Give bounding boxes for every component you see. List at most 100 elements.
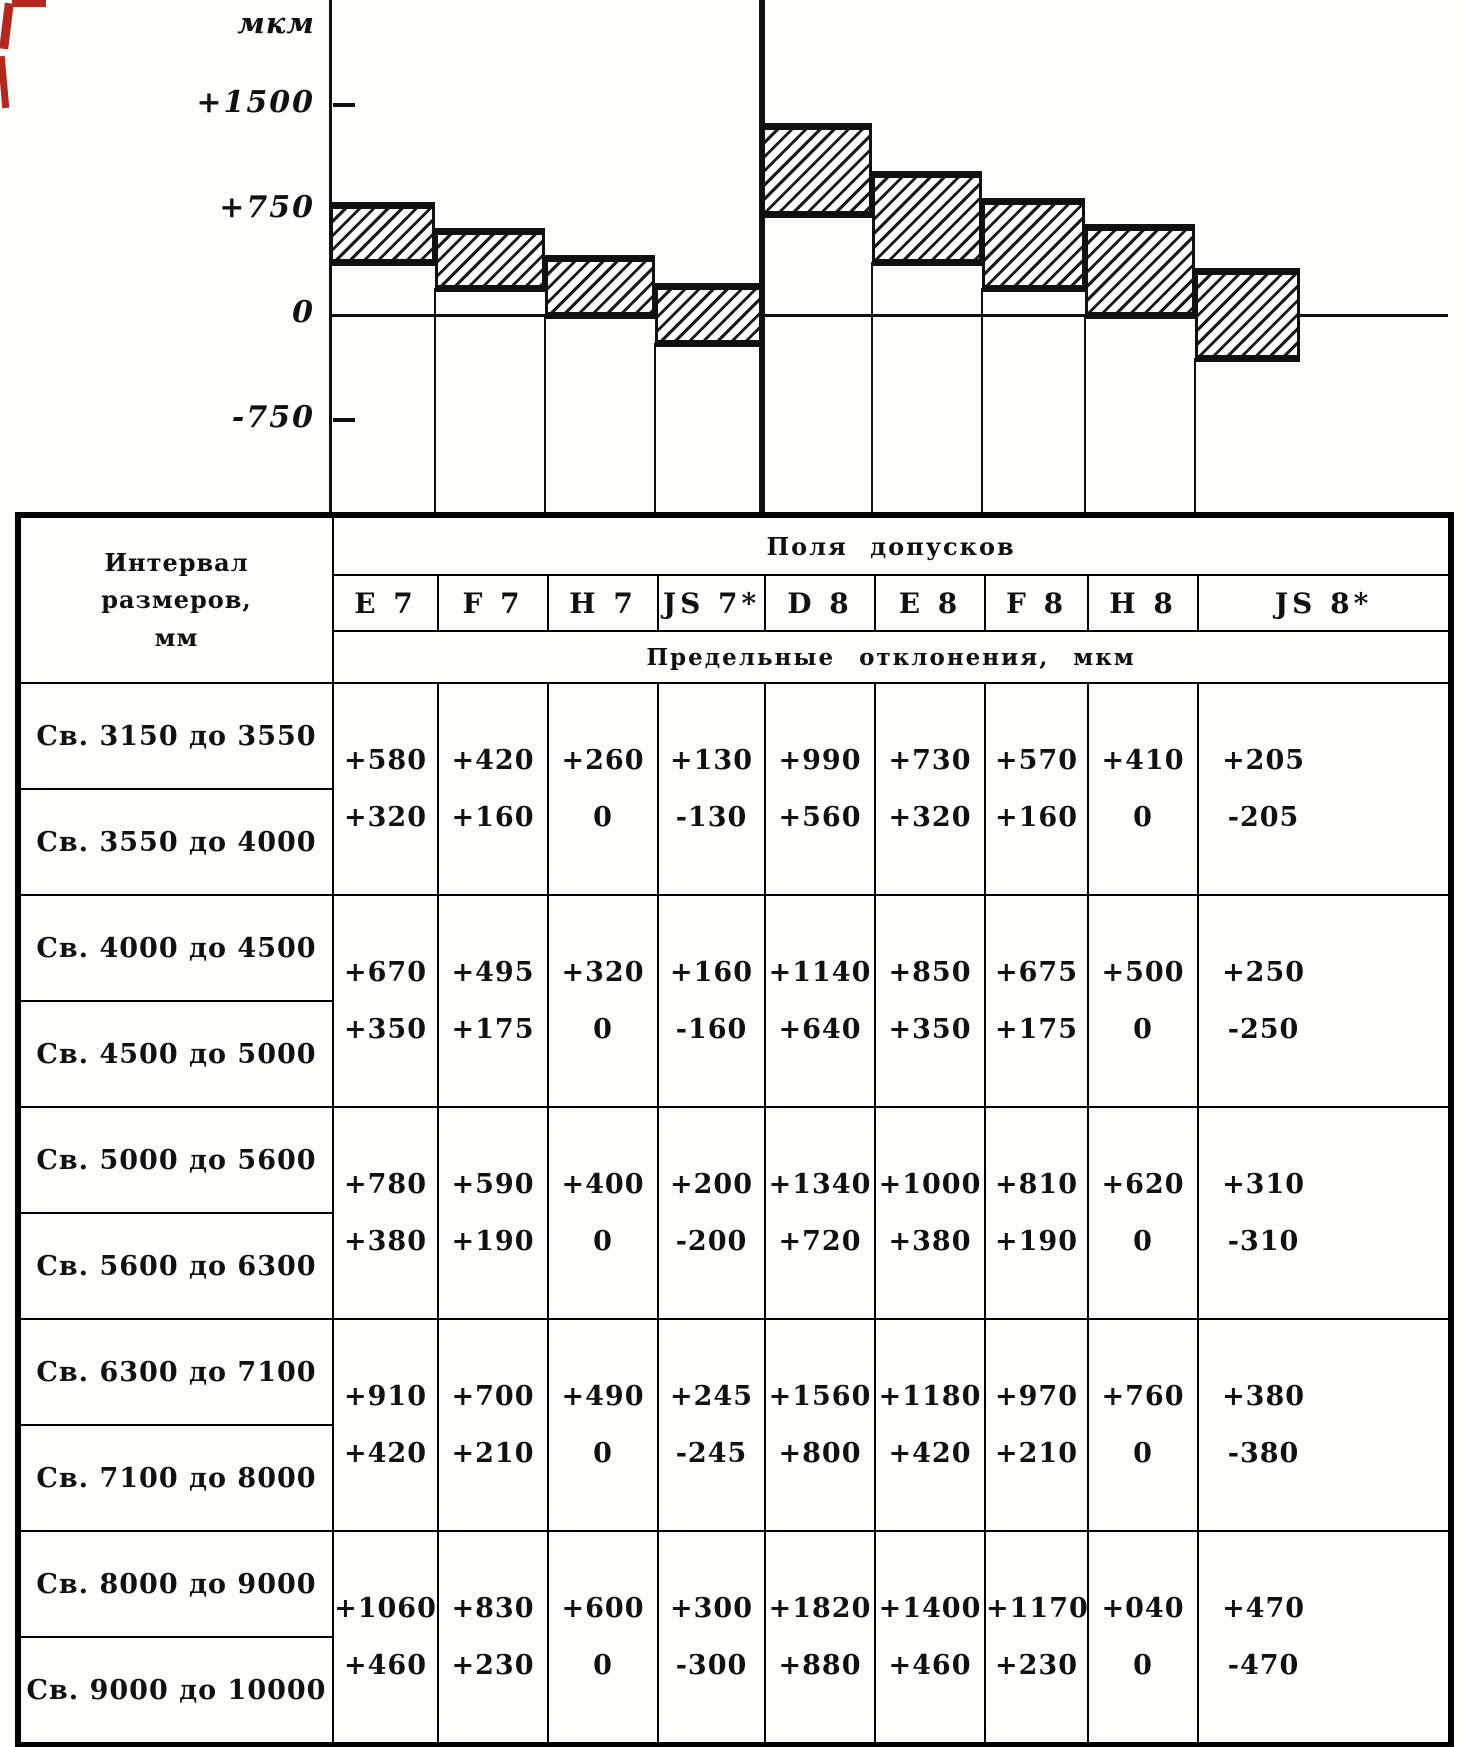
column-header: E 8 [874,574,986,632]
lower-deviation: +190 [451,1226,535,1257]
lower-deviation: +800 [778,1438,862,1469]
scan-artifact [12,0,46,7]
column-separator [871,262,873,512]
tolerance-zones-chart: мкм +1500 +750 0 -750 [0,0,1463,512]
deviation-cell: +600 0 [547,1530,659,1746]
upper-deviation: +1180 [878,1381,982,1412]
deviation-cell: +1060 +460 [332,1530,439,1746]
deviation-cell: +670 +350 [332,894,439,1108]
interval-label: Св. 3550 до 4000 [17,788,334,896]
tolerance-zone-bar-E7 [330,201,435,266]
lower-deviation: 0 [1133,802,1153,833]
upper-deviation: +260 [561,745,645,776]
lower-deviation: +350 [344,1014,427,1045]
tolerance-zone-bar-H8 [1085,224,1195,319]
interval-label: Св. 5600 до 6300 [17,1212,334,1320]
deviation-rows: Св. 3150 до 3550 +580 +320 +420 +160 +260 0 +13… [17,682,1453,1746]
deviation-cell: +130 -130 [657,682,766,896]
upper-deviation: +1170 [986,1593,1089,1624]
deviation-cell: +245 -245 [657,1318,766,1532]
deviation-cell: +700 +210 [437,1318,549,1532]
deviation-cell: +580 +320 [332,682,439,896]
lower-deviation: -470 [1227,1650,1300,1681]
column-separator [434,288,436,512]
column-header: F 8 [984,574,1089,632]
interval-label: Св. 8000 до 9000 [17,1530,334,1638]
upper-deviation: +700 [451,1381,535,1412]
lower-deviation: 0 [593,1014,613,1045]
deviation-cell: +490 0 [547,1318,659,1532]
y-axis-unit-label: мкм [237,6,315,40]
upper-deviation: +830 [451,1593,535,1624]
lower-deviation: -310 [1227,1226,1300,1257]
lower-deviation: -200 [675,1226,748,1257]
upper-deviation: +130 [670,745,753,776]
deviation-cell: +990 +560 [764,682,876,896]
zero-line [330,314,1448,317]
lower-deviation: +230 [995,1650,1078,1681]
upper-deviation: +205 [1222,745,1306,776]
upper-deviation: +040 [1101,1593,1185,1624]
lower-deviation: +160 [995,802,1078,833]
upper-deviation: +1140 [768,957,872,988]
upper-deviation: +250 [1222,957,1306,988]
tolerance-fields-header: Поля допусков [331,514,1453,576]
lower-deviation: +210 [451,1438,535,1469]
lower-deviation: 0 [1133,1226,1153,1257]
lower-deviation: -160 [675,1014,748,1045]
upper-deviation: +490 [561,1381,645,1412]
lower-deviation: -250 [1227,1014,1300,1045]
deviation-cell: +1180 +420 [874,1318,986,1532]
deviation-cell: +1560 +800 [764,1318,876,1532]
deviation-cell: +850 +350 [874,894,986,1108]
lower-deviation: 0 [593,1650,613,1681]
deviation-cell: +250 -250 [1196,894,1453,1108]
upper-deviation: +495 [451,957,535,988]
limit-deviations-header: Предельные отклонения, мкм [331,630,1453,684]
lower-deviation: +210 [995,1438,1078,1469]
deviation-cell: +830 +230 [437,1530,549,1746]
lower-deviation: +420 [888,1438,972,1469]
column-header: H 8 [1087,574,1199,632]
deviation-cell: +260 0 [547,682,659,896]
upper-deviation: +990 [778,745,862,776]
column-header: JS 8* [1196,574,1453,632]
upper-deviation: +245 [670,1381,753,1412]
y-tick-label: +750 [219,190,315,225]
deviation-cell: +1820 +880 [764,1530,876,1746]
lower-deviation: +230 [451,1650,535,1681]
lower-deviation: +460 [888,1650,972,1681]
lower-deviation: -380 [1227,1438,1300,1469]
upper-deviation: +470 [1222,1593,1306,1624]
tolerance-zone-bar-JS7 [655,283,762,347]
upper-deviation: +1340 [768,1169,872,1200]
deviation-cell: +1170 +230 [984,1530,1089,1746]
interval-label: Св. 4000 до 4500 [17,894,334,1002]
upper-deviation: +300 [670,1593,753,1624]
column-separator [544,315,546,512]
column-separator [654,343,656,512]
lower-deviation: +560 [778,802,862,833]
deviation-cell: +570 +160 [984,682,1089,896]
upper-deviation: +600 [561,1593,645,1624]
lower-deviation: +640 [778,1014,862,1045]
tolerance-zone-bar-H7 [545,255,655,319]
deviation-cell: +380 -380 [1196,1318,1453,1532]
deviation-cell: +470 -470 [1196,1530,1453,1746]
column-header: H 7 [547,574,659,632]
y-axis-tick [333,103,355,107]
deviation-cell: +760 0 [1087,1318,1199,1532]
deviation-cell: +620 0 [1087,1106,1199,1320]
lower-deviation: +380 [344,1226,427,1257]
lower-deviation: +350 [888,1014,972,1045]
lower-deviation: 0 [1133,1650,1153,1681]
y-axis-tick [333,418,355,422]
lower-deviation: +420 [344,1438,427,1469]
upper-deviation: +1060 [334,1593,437,1624]
upper-deviation: +970 [995,1381,1078,1412]
tolerance-zone-bar-E8 [872,171,982,266]
lower-deviation: 0 [593,1438,613,1469]
tolerance-zone-bar-F7 [435,228,545,293]
upper-deviation: +320 [561,957,645,988]
